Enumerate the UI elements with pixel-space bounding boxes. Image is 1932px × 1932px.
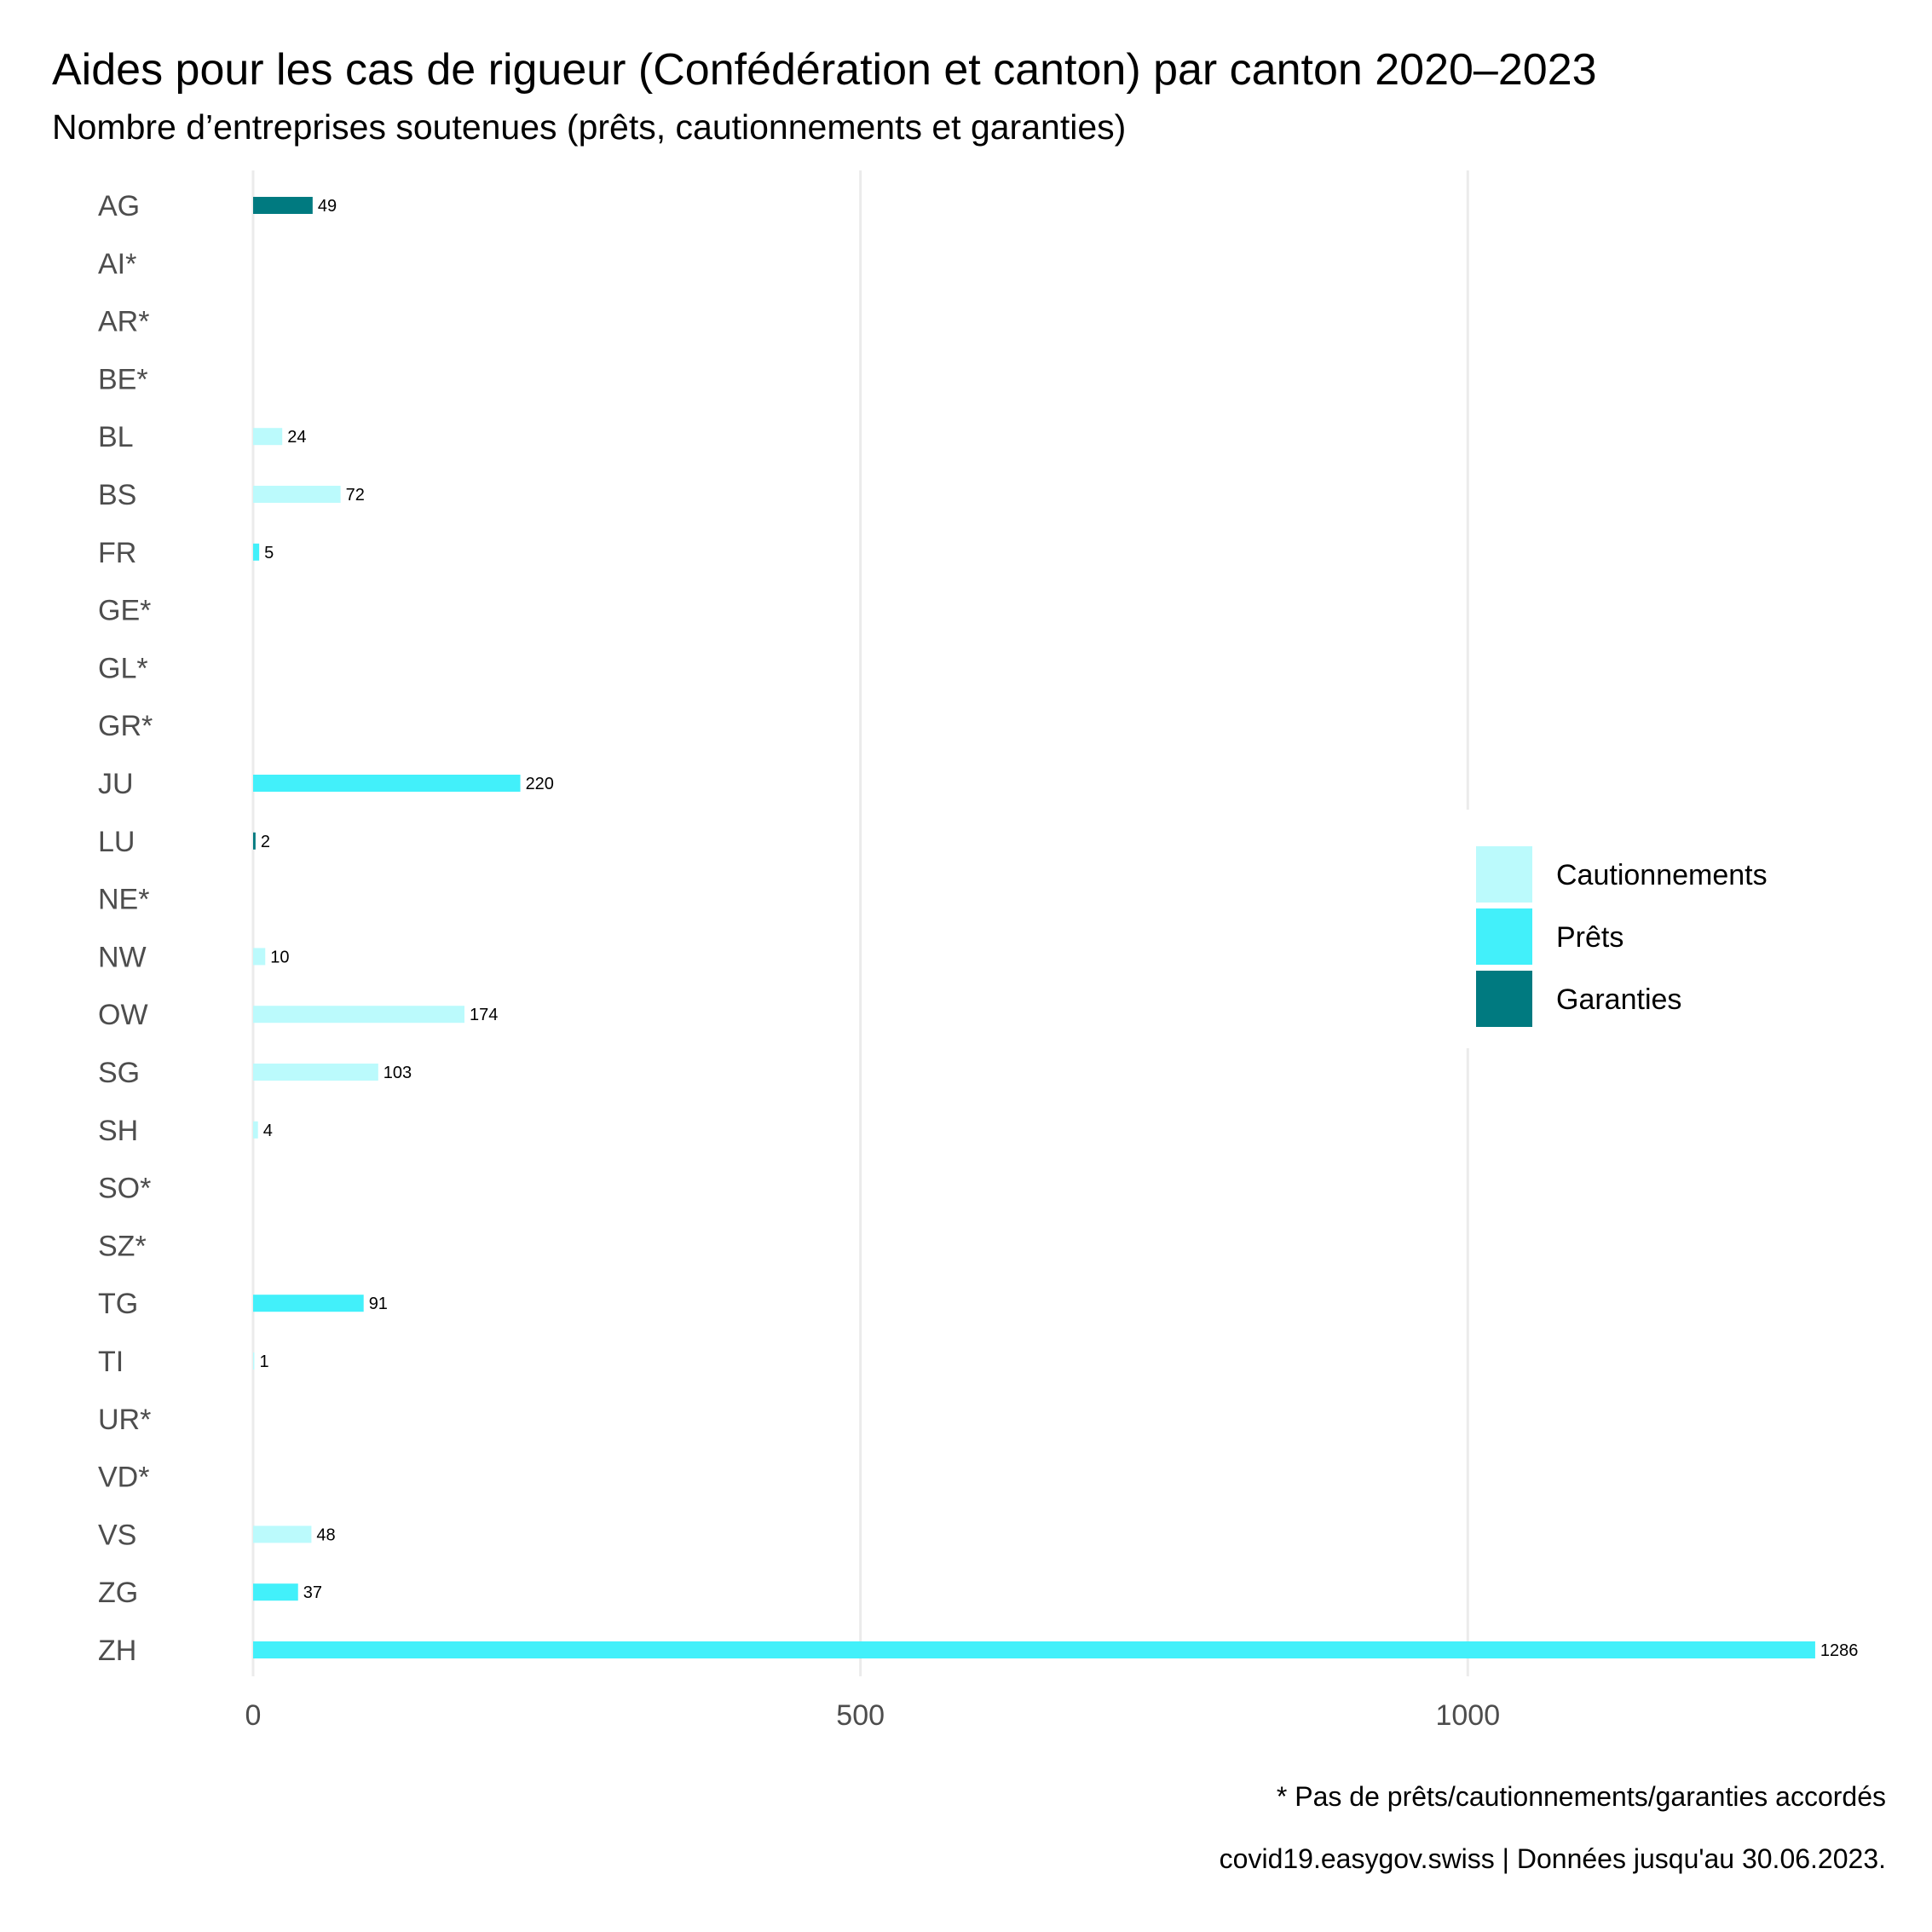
- category-label: SG: [98, 1057, 140, 1089]
- legend: Cautionnements Prêts Garanties: [1459, 810, 1800, 1048]
- data-label: 103: [384, 1064, 412, 1082]
- category-label: VS: [98, 1519, 136, 1551]
- category-label: GL*: [98, 652, 148, 684]
- category-label: SH: [98, 1115, 138, 1147]
- chart-subtitle: Nombre d’entreprises soutenues (prêts, c…: [52, 107, 1127, 147]
- legend-label: Cautionnements: [1556, 859, 1768, 891]
- data-label: 48: [316, 1525, 335, 1544]
- data-label: 2: [261, 833, 270, 851]
- data-label: 37: [303, 1583, 322, 1602]
- category-label: AI*: [98, 248, 136, 280]
- bar-ZH: [253, 1641, 1815, 1658]
- category-label: FR: [98, 537, 136, 569]
- data-labels: 49 24 72 5 220 2 10 174 103 4 91 1 48 37 1286: [260, 197, 1859, 1660]
- category-label: BE*: [98, 363, 148, 395]
- bar-JU: [253, 775, 521, 792]
- category-label: TI: [98, 1346, 124, 1378]
- x-tick-label: 1000: [1435, 1699, 1500, 1732]
- legend-label: Garanties: [1556, 983, 1681, 1016]
- bars: [253, 197, 1815, 1658]
- category-label: BL: [98, 421, 134, 453]
- bar-SG: [253, 1064, 378, 1081]
- data-label: 72: [346, 486, 365, 505]
- category-label: ZG: [98, 1577, 138, 1609]
- category-label: ZH: [98, 1635, 136, 1667]
- legend-label: Prêts: [1556, 921, 1623, 954]
- category-label: UR*: [98, 1404, 151, 1436]
- category-label: SZ*: [98, 1230, 147, 1262]
- legend-swatch: [1476, 846, 1532, 903]
- data-label: 10: [270, 948, 289, 966]
- bar-LU: [253, 832, 256, 850]
- bar-AG: [253, 197, 313, 214]
- bar-FR: [253, 543, 260, 561]
- legend-swatch: [1476, 971, 1532, 1027]
- data-label: 5: [264, 544, 274, 562]
- category-label: GR*: [98, 710, 153, 742]
- bar-TI: [253, 1352, 255, 1370]
- category-label: OW: [98, 999, 148, 1031]
- category-label: AG: [98, 190, 140, 222]
- category-label: JU: [98, 768, 134, 800]
- category-labels: AG AI* AR* BE* BL BS FR GE* GL* GR* JU LU NE* NW OW SG S…: [98, 190, 153, 1667]
- chart-title: Aides pour les cas de rigueur (Confédéra…: [52, 45, 1597, 95]
- x-axis-ticks: 0 500 1000: [245, 1699, 1501, 1732]
- bar-NW: [253, 948, 266, 966]
- bar-TG: [253, 1295, 364, 1312]
- data-label: 49: [318, 197, 337, 216]
- category-label: LU: [98, 826, 135, 858]
- x-tick-label: 500: [836, 1699, 885, 1732]
- grid-lines: [251, 170, 1469, 1676]
- data-label: 24: [287, 428, 306, 447]
- data-label: 220: [526, 775, 554, 793]
- category-label: NW: [98, 941, 147, 973]
- bar-ZG: [253, 1583, 298, 1601]
- category-label: SO*: [98, 1173, 151, 1205]
- category-label: GE*: [98, 595, 151, 627]
- category-label: AR*: [98, 306, 149, 338]
- data-label: 1: [260, 1352, 269, 1371]
- caption-source: covid19.easygov.swiss | Données jusqu'au…: [1219, 1843, 1886, 1874]
- data-label: 4: [263, 1122, 273, 1140]
- category-label: BS: [98, 479, 136, 511]
- category-label: TG: [98, 1288, 138, 1320]
- bar-BL: [253, 428, 283, 446]
- x-tick-label: 0: [245, 1699, 262, 1732]
- category-label: VD*: [98, 1462, 149, 1494]
- caption-note: * Pas de prêts/cautionnements/garanties …: [1276, 1781, 1886, 1812]
- bar-VS: [253, 1525, 312, 1543]
- category-label: NE*: [98, 884, 149, 916]
- bar-SH: [253, 1121, 258, 1139]
- data-label: 174: [470, 1006, 498, 1024]
- data-label: 91: [369, 1295, 388, 1313]
- bar-BS: [253, 486, 341, 503]
- legend-swatch: [1476, 908, 1532, 965]
- data-label: 1286: [1820, 1641, 1859, 1660]
- bar-OW: [253, 1006, 465, 1024]
